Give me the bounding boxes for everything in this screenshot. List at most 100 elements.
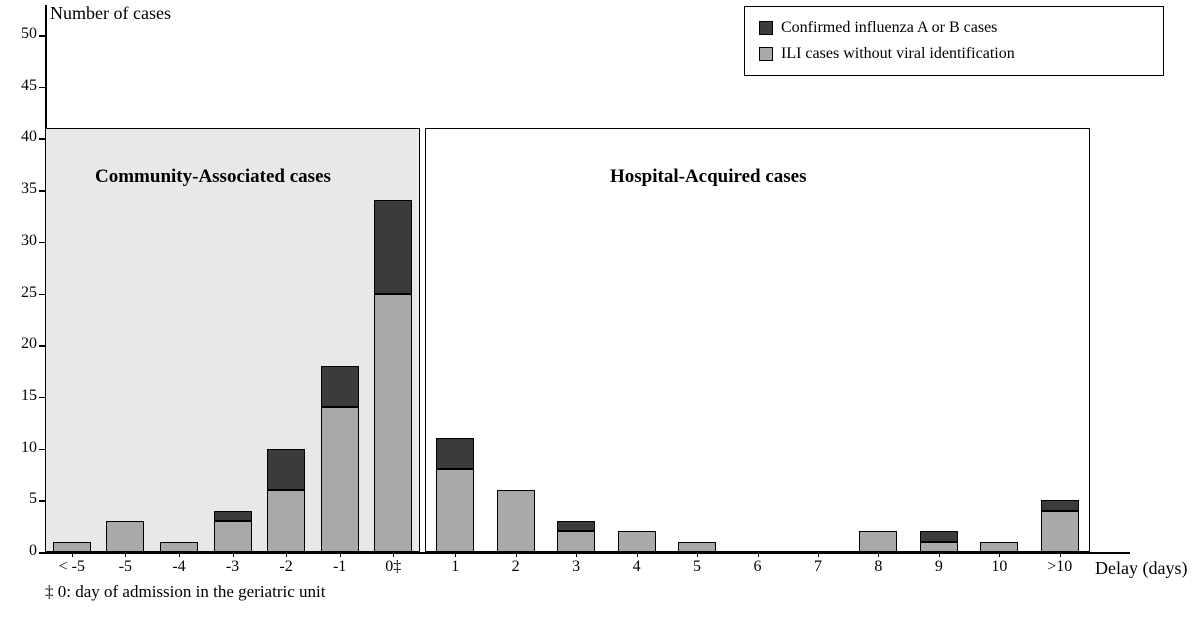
bar-stack (920, 531, 958, 552)
legend-swatch (759, 21, 773, 35)
x-tick-label: 3 (572, 558, 580, 576)
x-tick-label: 2 (512, 558, 520, 576)
y-tick-label: 40 (9, 128, 37, 146)
bar-segment-ili (321, 407, 359, 552)
x-tick-label: -4 (172, 558, 185, 576)
x-tick-label: 1 (451, 558, 459, 576)
x-tick (878, 552, 879, 557)
x-tick (576, 552, 577, 557)
x-tick (179, 552, 180, 557)
bar-segment-confirmed (214, 511, 252, 521)
region-label-community: Community-Associated cases (95, 166, 331, 188)
bar-segment-ili (678, 542, 716, 552)
x-tick (125, 552, 126, 557)
bar-stack (214, 511, 252, 552)
x-tick-label: 8 (874, 558, 882, 576)
region-community (45, 128, 420, 552)
x-tick (758, 552, 759, 557)
x-axis-line (45, 552, 1130, 554)
x-tick-label: -2 (279, 558, 292, 576)
y-tick-label: 50 (9, 25, 37, 43)
footnote: ‡ 0: day of admission in the geriatric u… (45, 582, 325, 602)
legend-item: Confirmed influenza A or B cases (759, 19, 1149, 37)
x-tick (516, 552, 517, 557)
bar-stack (53, 542, 91, 552)
x-tick-label: 4 (633, 558, 641, 576)
bar-segment-ili (53, 542, 91, 552)
bar-stack (160, 542, 198, 552)
x-tick-label: 6 (754, 558, 762, 576)
x-tick-label: < -5 (59, 558, 85, 576)
x-tick-label: -5 (119, 558, 132, 576)
y-tick (39, 87, 45, 89)
x-tick (939, 552, 940, 557)
bar-segment-ili (980, 542, 1018, 552)
bar-stack (618, 531, 656, 552)
bar-stack (557, 521, 595, 552)
x-tick (1060, 552, 1061, 557)
x-tick (818, 552, 819, 557)
y-tick-label: 25 (9, 284, 37, 302)
bar-segment-confirmed (920, 531, 958, 541)
bar-stack (374, 200, 412, 552)
bar-segment-ili (497, 490, 535, 552)
bar-segment-confirmed (267, 449, 305, 490)
x-tick (637, 552, 638, 557)
bar-stack (859, 531, 897, 552)
y-tick-label: 45 (9, 77, 37, 95)
legend-label: Confirmed influenza A or B cases (781, 19, 997, 37)
x-tick-label: 9 (935, 558, 943, 576)
bar-segment-ili (436, 469, 474, 552)
x-tick (393, 552, 394, 557)
y-tick-label: 5 (9, 490, 37, 508)
y-tick-label: 30 (9, 232, 37, 250)
legend-swatch (759, 47, 773, 61)
x-tick (233, 552, 234, 557)
y-tick-label: 0 (9, 542, 37, 560)
x-tick-label: 0‡ (385, 558, 401, 576)
bar-stack (980, 542, 1018, 552)
y-tick (39, 35, 45, 37)
bar-stack (106, 521, 144, 552)
bar-segment-confirmed (321, 366, 359, 407)
bar-stack (678, 542, 716, 552)
region-label-hospital: Hospital-Acquired cases (610, 166, 807, 188)
bar-stack (497, 490, 535, 552)
legend: Confirmed influenza A or B cases ILI case… (744, 6, 1164, 76)
y-tick-label: 20 (9, 335, 37, 353)
x-tick (286, 552, 287, 557)
y-tick-label: 10 (9, 439, 37, 457)
x-axis-title: Delay (days) (1095, 558, 1187, 579)
bar-segment-ili (267, 490, 305, 552)
x-tick (697, 552, 698, 557)
x-tick-label: 5 (693, 558, 701, 576)
bar-stack (1041, 500, 1079, 552)
bar-segment-ili (557, 531, 595, 552)
bar-segment-ili (214, 521, 252, 552)
x-tick (340, 552, 341, 557)
y-axis-title: Number of cases (50, 3, 171, 24)
bar-segment-confirmed (374, 200, 412, 293)
bar-segment-confirmed (1041, 500, 1079, 510)
bar-segment-ili (106, 521, 144, 552)
x-tick-label: -1 (333, 558, 346, 576)
x-tick-label: >10 (1047, 558, 1072, 576)
bar-segment-ili (374, 294, 412, 553)
bar-stack (321, 366, 359, 552)
x-tick-label: 10 (991, 558, 1007, 576)
y-tick (39, 552, 45, 554)
region-hospital (425, 128, 1090, 552)
x-tick (72, 552, 73, 557)
legend-item: ILI cases without viral identification (759, 45, 1149, 63)
x-tick (999, 552, 1000, 557)
bar-segment-ili (1041, 511, 1079, 552)
bar-segment-ili (859, 531, 897, 552)
bar-stack (267, 449, 305, 552)
x-tick-label: 7 (814, 558, 822, 576)
legend-label: ILI cases without viral identification (781, 45, 1015, 63)
x-tick-label: -3 (226, 558, 239, 576)
y-tick-label: 15 (9, 387, 37, 405)
x-tick (455, 552, 456, 557)
bar-segment-confirmed (436, 438, 474, 469)
y-tick-label: 35 (9, 180, 37, 198)
